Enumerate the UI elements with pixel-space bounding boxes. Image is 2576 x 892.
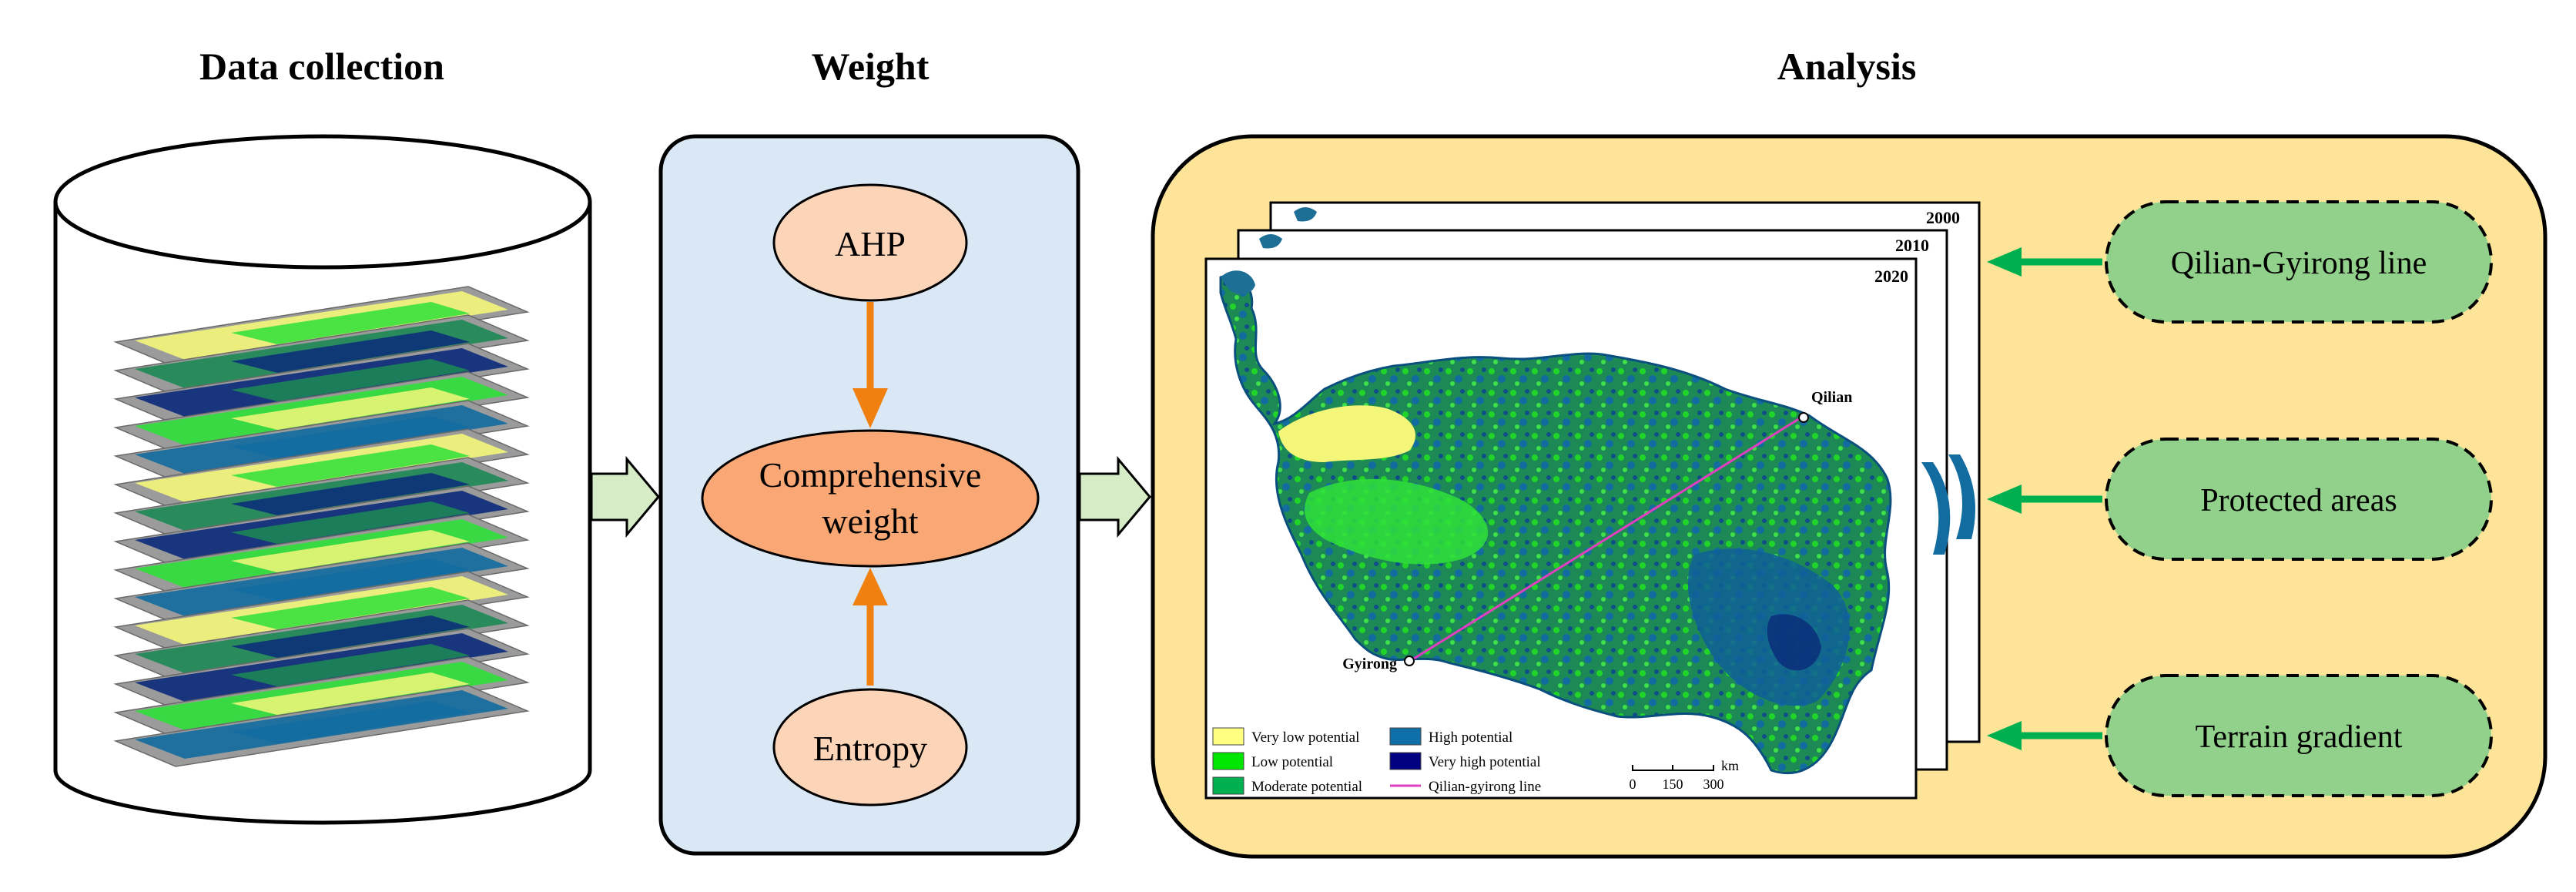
legend-item: High potential xyxy=(1389,727,1512,746)
comprehensive-weight-node: Comprehensive weight xyxy=(701,429,1040,568)
map-year-2020: 2020 xyxy=(1874,267,1908,286)
factor-item: Terrain gradient xyxy=(1987,674,2493,797)
map-year-2010: 2010 xyxy=(1895,236,1929,255)
raster-layer xyxy=(113,371,530,454)
legend-item: Low potential xyxy=(1212,752,1333,770)
raster-layer xyxy=(113,514,530,596)
raster-layer-stack xyxy=(113,286,530,767)
scale-tick-150: 150 xyxy=(1663,776,1683,792)
entropy-node: Entropy xyxy=(772,688,968,806)
legend-item: Moderate potential xyxy=(1212,776,1362,795)
flow-arrow-weight-to-analysis xyxy=(1078,455,1151,538)
qilian-gyirong-line xyxy=(1407,414,1804,664)
factor-arrow xyxy=(1987,721,2102,750)
raster-layer xyxy=(113,343,530,425)
raster-layer xyxy=(113,656,530,739)
legend-swatch xyxy=(1212,727,1244,746)
very-low-patch xyxy=(1278,405,1416,462)
entropy-label: Entropy xyxy=(813,729,927,768)
scale-tick-0: 0 xyxy=(1630,776,1636,792)
factor-label: Protected areas xyxy=(2200,483,2397,518)
very-high-patch xyxy=(1767,614,1821,671)
gyirong-label: Gyirong xyxy=(1342,656,1397,672)
factor-pill xyxy=(2105,438,2493,561)
raster-layer xyxy=(113,400,530,482)
raster-layer xyxy=(113,485,530,568)
comprehensive-label-line2: weight xyxy=(822,501,918,541)
map-sheet-2020: 2020 Qilian Gyirong Very low potential Lo… xyxy=(1204,257,1918,800)
map-year-2000: 2000 xyxy=(1926,208,1960,227)
legend-item: Very low potential xyxy=(1212,727,1359,746)
qilian-marker: Qilian xyxy=(1798,389,1852,423)
data-collection-title: Data collection xyxy=(199,45,444,88)
legend-label: Moderate potential xyxy=(1251,779,1362,795)
qilian-label: Qilian xyxy=(1811,389,1852,406)
ahp-label: AHP xyxy=(835,224,906,263)
flow-arrow-data-to-weight xyxy=(590,455,660,538)
raster-layer xyxy=(113,428,530,511)
map-scale-bar: 0 150 300 km xyxy=(1630,758,1740,792)
legend-swatch xyxy=(1212,752,1244,770)
factor-label: Terrain gradient xyxy=(2196,719,2403,755)
raster-layer xyxy=(113,599,530,682)
legend-label: High potential xyxy=(1429,729,1512,746)
entropy-to-comprehensive-arrow xyxy=(853,568,888,686)
factor-arrow xyxy=(1987,247,2102,277)
legend-swatch xyxy=(1389,727,1422,746)
factor-item: Qilian-Gyirong line xyxy=(1987,200,2493,324)
raster-layer xyxy=(113,542,530,625)
ahp-to-comprehensive-arrow xyxy=(853,302,888,428)
legend-label: Low potential xyxy=(1251,754,1333,770)
gyirong-marker: Gyirong xyxy=(1342,656,1415,672)
ahp-node: AHP xyxy=(772,183,968,302)
map-legend: Very low potential Low potential Moderate … xyxy=(1212,727,1541,795)
legend-item: Qilian-gyirong line xyxy=(1390,779,1541,795)
legend-label: Qilian-gyirong line xyxy=(1429,779,1541,795)
legend-swatch xyxy=(1212,776,1244,795)
factor-arrow xyxy=(1987,485,2102,514)
factor-pill xyxy=(2105,674,2493,797)
raster-layer xyxy=(113,571,530,653)
comprehensive-label-line1: Comprehensive xyxy=(759,455,982,495)
factor-pill xyxy=(2105,200,2493,324)
legend-label: Very high potential xyxy=(1429,754,1541,770)
analysis-factors: Qilian-Gyirong line Protected areas Terrai… xyxy=(1987,200,2493,797)
legend-item: Very high potential xyxy=(1389,752,1541,770)
raster-layer xyxy=(113,314,530,397)
factor-item: Protected areas xyxy=(1987,438,2493,561)
factor-label: Qilian-Gyirong line xyxy=(2171,246,2427,281)
scale-tick-300: 300 xyxy=(1703,776,1724,792)
weight-title: Weight xyxy=(812,45,930,88)
raster-layer xyxy=(113,685,530,767)
raster-layer xyxy=(113,457,530,539)
legend-swatch xyxy=(1389,752,1422,770)
analysis-title: Analysis xyxy=(1777,45,1917,88)
scale-unit: km xyxy=(1721,758,1739,773)
legend-label: Very low potential xyxy=(1251,729,1359,746)
raster-layer xyxy=(113,286,530,368)
north-tail-region xyxy=(1221,270,1255,294)
raster-layer xyxy=(113,628,530,710)
low-patch xyxy=(1305,478,1489,565)
